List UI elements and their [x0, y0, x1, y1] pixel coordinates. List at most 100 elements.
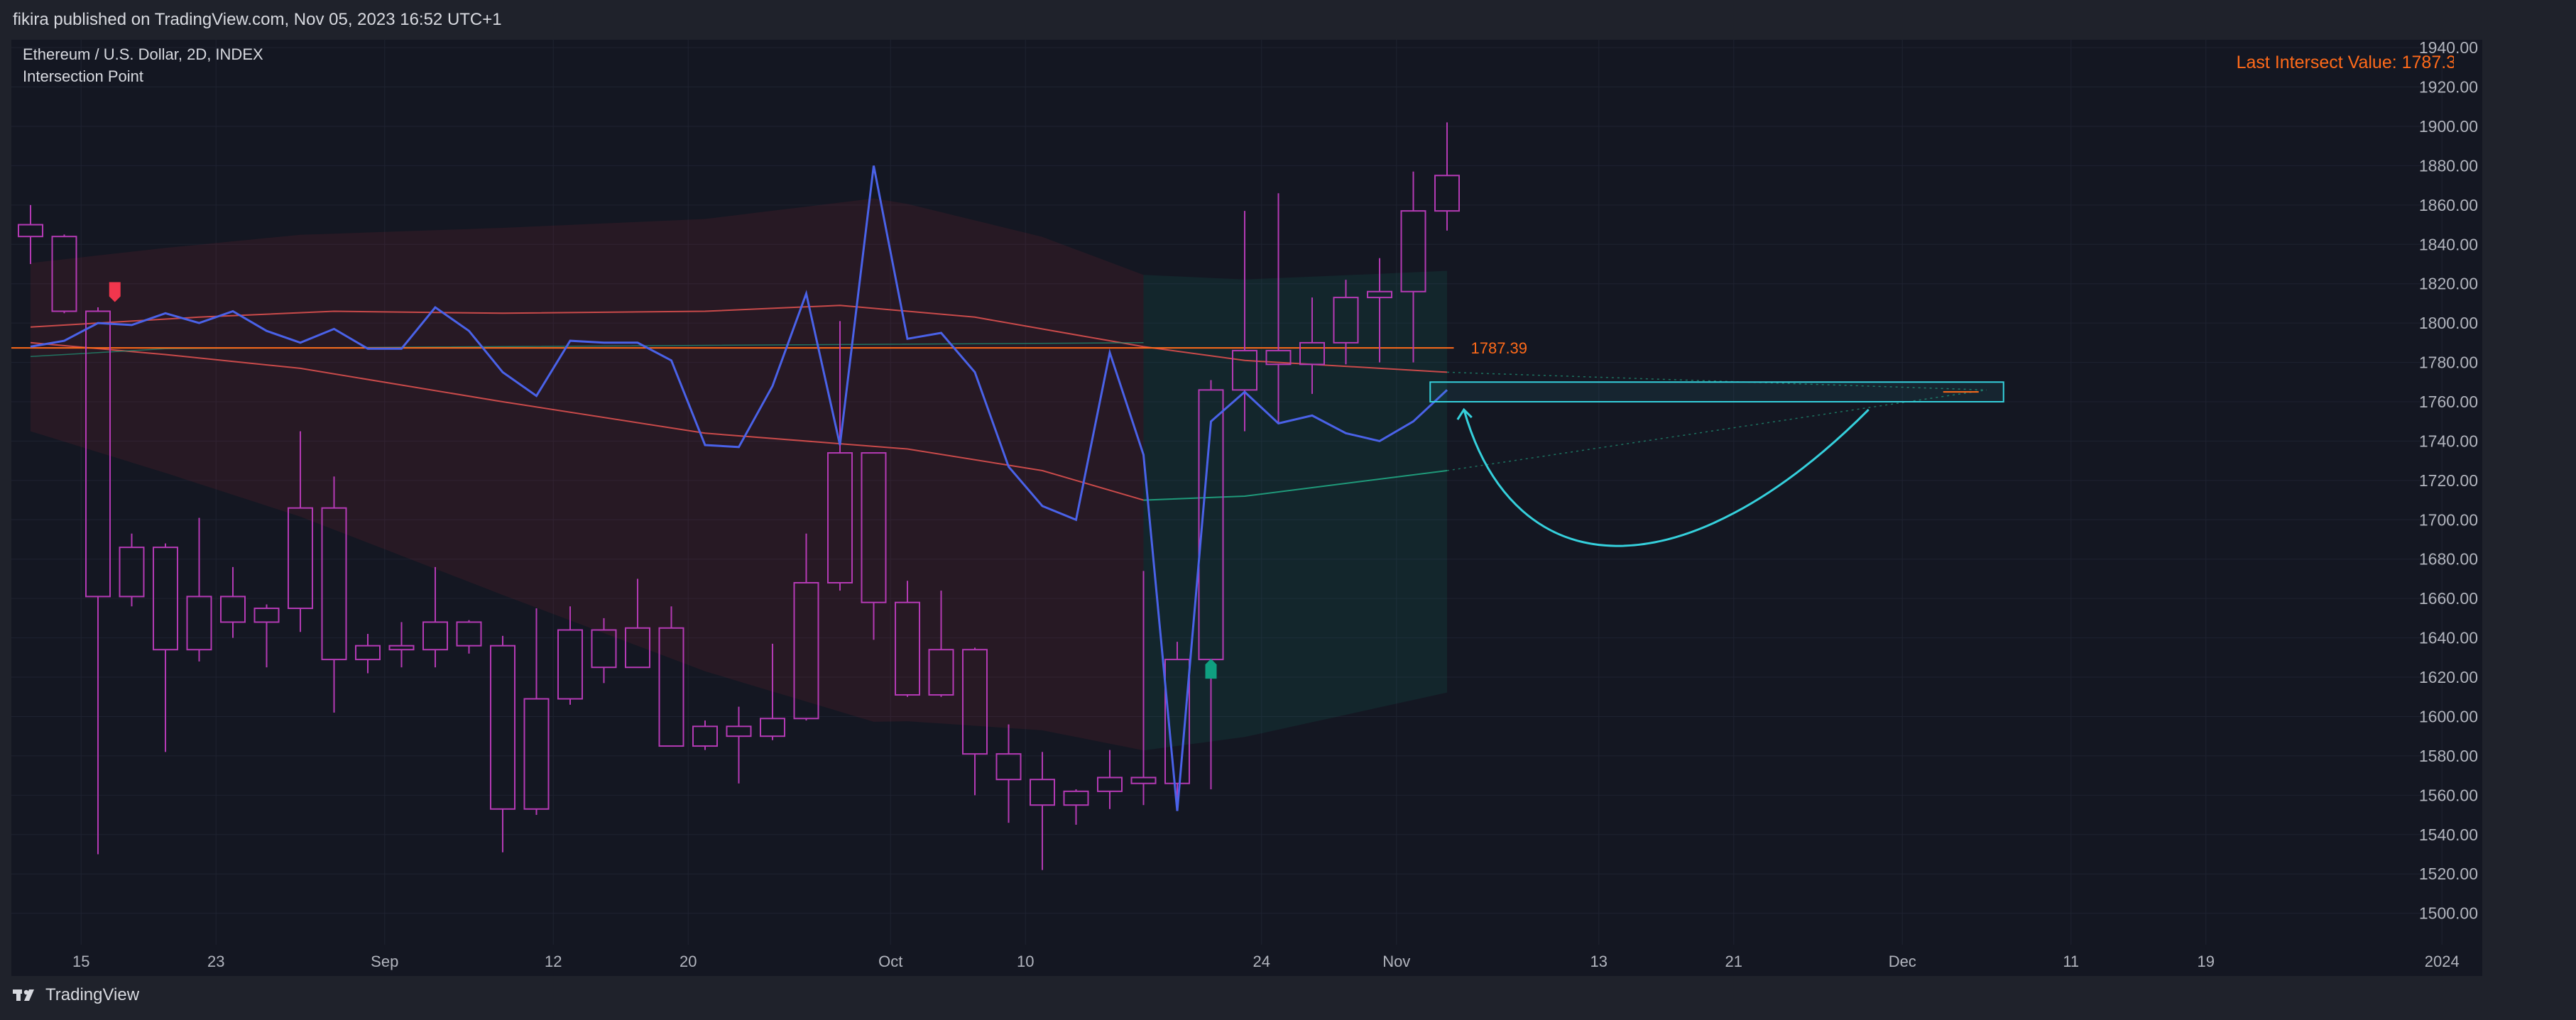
candle — [692, 720, 718, 750]
candle-body — [51, 236, 77, 312]
candle — [1400, 171, 1426, 363]
candle — [490, 635, 515, 852]
candle-body — [220, 596, 246, 623]
candle-body — [557, 629, 583, 700]
candle — [1434, 122, 1460, 231]
price-tick-label: 1540.00 — [2419, 826, 2478, 844]
candle-body — [456, 621, 482, 647]
time-axis[interactable]: 15 23 Sep 12 20 Oct 10 24 Nov 13 21 Dec 11 19 2024 — [11, 945, 2482, 976]
candle — [1232, 211, 1257, 432]
price-tick-label: 1580.00 — [2419, 747, 2478, 765]
time-tick-label: 13 — [1590, 953, 1608, 970]
tradingview-logo[interactable]: TradingView — [13, 985, 139, 1005]
candle-body — [827, 452, 853, 584]
candle — [355, 634, 381, 674]
candle — [591, 618, 617, 684]
time-tick-label: Oct — [878, 953, 902, 970]
price-tick-label: 1640.00 — [2419, 629, 2478, 647]
candle — [1299, 297, 1325, 394]
candle — [1063, 789, 1089, 825]
candle-body — [726, 725, 752, 737]
candle — [1130, 571, 1157, 806]
time-tick-label: Dec — [1889, 953, 1916, 970]
candle-body — [760, 718, 785, 737]
candle-body — [321, 507, 347, 661]
candle-body — [658, 627, 684, 747]
candle — [995, 724, 1022, 823]
price-tick-label: 1940.00 — [2419, 40, 2478, 57]
price-tick-label: 1900.00 — [2419, 117, 2478, 136]
signal-markers — [109, 282, 1217, 679]
time-tick-label: 20 — [680, 953, 697, 970]
annotation-arrow — [1463, 409, 1870, 547]
price-axis-bg — [2454, 40, 2482, 976]
publisher-bar: fikira published on TradingView.com, Nov… — [0, 0, 2576, 40]
indicator-clouds — [31, 198, 1447, 751]
candle-body — [490, 645, 515, 810]
candles — [18, 122, 1460, 870]
time-tick-label: 24 — [1253, 953, 1270, 970]
intersection-point-line — [30, 165, 1448, 811]
candle-body — [422, 621, 448, 651]
candle-body — [1400, 210, 1426, 292]
candle-body — [153, 547, 178, 651]
candle-body — [119, 547, 145, 598]
time-tick-label: 10 — [1017, 953, 1034, 970]
red-ma-upper-line — [30, 305, 1448, 373]
candle — [726, 706, 752, 784]
tradingview-brand: TradingView — [45, 985, 140, 1004]
candle — [85, 307, 111, 855]
candle — [793, 533, 819, 721]
time-tick-label: Nov — [1382, 953, 1410, 970]
time-tick-label: 19 — [2198, 953, 2215, 970]
candle — [18, 204, 43, 264]
candle-body — [1097, 777, 1123, 792]
candle — [928, 591, 954, 697]
candle-body — [962, 649, 988, 755]
price-tick-label: 1600.00 — [2419, 707, 2478, 725]
candle — [1097, 750, 1123, 809]
candle — [51, 234, 77, 314]
candle-body — [1265, 349, 1292, 366]
time-tick-label: 12 — [545, 953, 562, 970]
candle-body — [861, 452, 887, 603]
candle-body — [1164, 659, 1190, 784]
price-axis[interactable]: 1940.00 1920.00 1900.00 1880.00 1860.00 1840.… — [2419, 38, 2482, 976]
candle — [288, 431, 313, 632]
candle — [523, 608, 550, 816]
price-tick-label: 1700.00 — [2419, 510, 2478, 529]
candle-body — [895, 601, 920, 696]
candle-body — [793, 582, 819, 720]
last-intersect-label: Last Intersect Value: 1787.39 — [2237, 53, 2466, 72]
candle — [895, 581, 920, 697]
candle-body — [625, 627, 650, 669]
candle — [1333, 280, 1359, 365]
price-tick-label: 1500.00 — [2419, 904, 2478, 923]
candle — [1265, 193, 1292, 424]
price-tick-label: 1520.00 — [2419, 865, 2478, 883]
intersect-level-label: 1787.39 — [1471, 339, 1528, 357]
price-chart[interactable]: 1787.39 Ethereum / U.S. Dollar, 2D, INDE… — [11, 38, 2482, 976]
price-tick-label: 1800.00 — [2419, 314, 2478, 332]
price-tick-label: 1620.00 — [2419, 668, 2478, 686]
candle-body — [388, 645, 415, 651]
time-tick-label: 21 — [1725, 953, 1742, 970]
candle-body — [85, 310, 111, 598]
candle — [220, 566, 246, 638]
chart-area[interactable]: 1787.39 Ethereum / U.S. Dollar, 2D, INDE… — [11, 38, 2482, 976]
candle — [760, 643, 785, 740]
price-tick-label: 1860.00 — [2419, 196, 2478, 214]
candle — [861, 452, 887, 640]
candle-body — [995, 753, 1022, 781]
published-line: fikira published on TradingView.com, Nov… — [13, 10, 502, 29]
price-tick-label: 1720.00 — [2419, 471, 2478, 490]
candle-body — [1063, 790, 1089, 806]
candle — [119, 533, 145, 607]
buy-signal-marker — [1205, 659, 1217, 679]
green-ma-line — [1143, 470, 1448, 501]
candle-body — [288, 507, 313, 610]
time-axis-bg — [11, 945, 2482, 976]
price-tick-label: 1820.00 — [2419, 275, 2478, 293]
candle-body — [253, 608, 280, 623]
tradingview-logo-icon — [13, 989, 34, 1001]
